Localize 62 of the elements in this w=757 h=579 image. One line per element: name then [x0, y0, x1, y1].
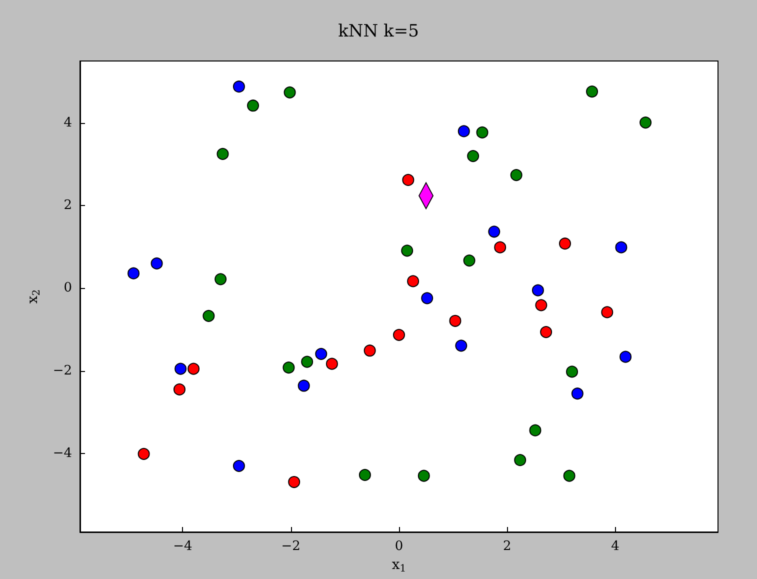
point	[315, 348, 328, 360]
point	[488, 226, 500, 238]
point	[571, 388, 584, 400]
point	[358, 468, 371, 481]
point	[467, 150, 480, 162]
point	[620, 350, 632, 363]
point	[494, 241, 506, 254]
point	[216, 148, 229, 160]
x-tick-label: −4	[173, 539, 192, 554]
point	[514, 454, 526, 466]
point	[449, 314, 462, 327]
y-tick-label: −4	[52, 446, 72, 461]
point	[563, 470, 576, 482]
y-tick-label: 2	[64, 198, 72, 214]
point	[418, 470, 430, 482]
point	[421, 292, 434, 304]
point	[407, 275, 420, 288]
point	[128, 267, 140, 280]
point	[463, 254, 476, 267]
point	[535, 299, 548, 312]
y-axis-title: x2	[24, 289, 42, 304]
point	[232, 460, 245, 472]
point	[298, 380, 310, 392]
point	[402, 174, 414, 186]
y-tick-label: −2	[52, 363, 72, 378]
point	[458, 125, 470, 138]
point	[282, 362, 295, 374]
point	[529, 424, 542, 436]
point	[559, 238, 571, 250]
point	[586, 86, 598, 98]
y-tick-label: 4	[64, 115, 72, 130]
x-tick-label: 4	[611, 539, 620, 554]
point	[476, 126, 488, 138]
x-tick-label: 0	[394, 539, 404, 554]
point	[247, 100, 260, 112]
point	[510, 169, 522, 182]
y-tick-label: 0	[64, 280, 72, 296]
point	[138, 448, 150, 460]
point	[532, 284, 544, 296]
x-tick-label: 2	[502, 539, 512, 554]
point	[640, 116, 652, 129]
point	[284, 86, 296, 98]
point	[188, 362, 200, 375]
point	[301, 356, 314, 368]
x-tick-label: −2	[281, 539, 300, 554]
point	[455, 340, 468, 352]
point	[566, 366, 578, 378]
point	[615, 241, 628, 254]
point	[601, 306, 614, 318]
point	[174, 362, 187, 375]
point	[326, 358, 338, 370]
chart-title: kNN k=5	[338, 22, 419, 42]
point	[288, 476, 300, 488]
point	[173, 383, 186, 396]
point	[393, 328, 405, 341]
point	[214, 273, 227, 286]
point	[364, 344, 376, 357]
point	[540, 326, 552, 338]
point	[202, 310, 215, 322]
point	[150, 257, 163, 270]
point	[401, 244, 414, 257]
point	[232, 80, 245, 93]
